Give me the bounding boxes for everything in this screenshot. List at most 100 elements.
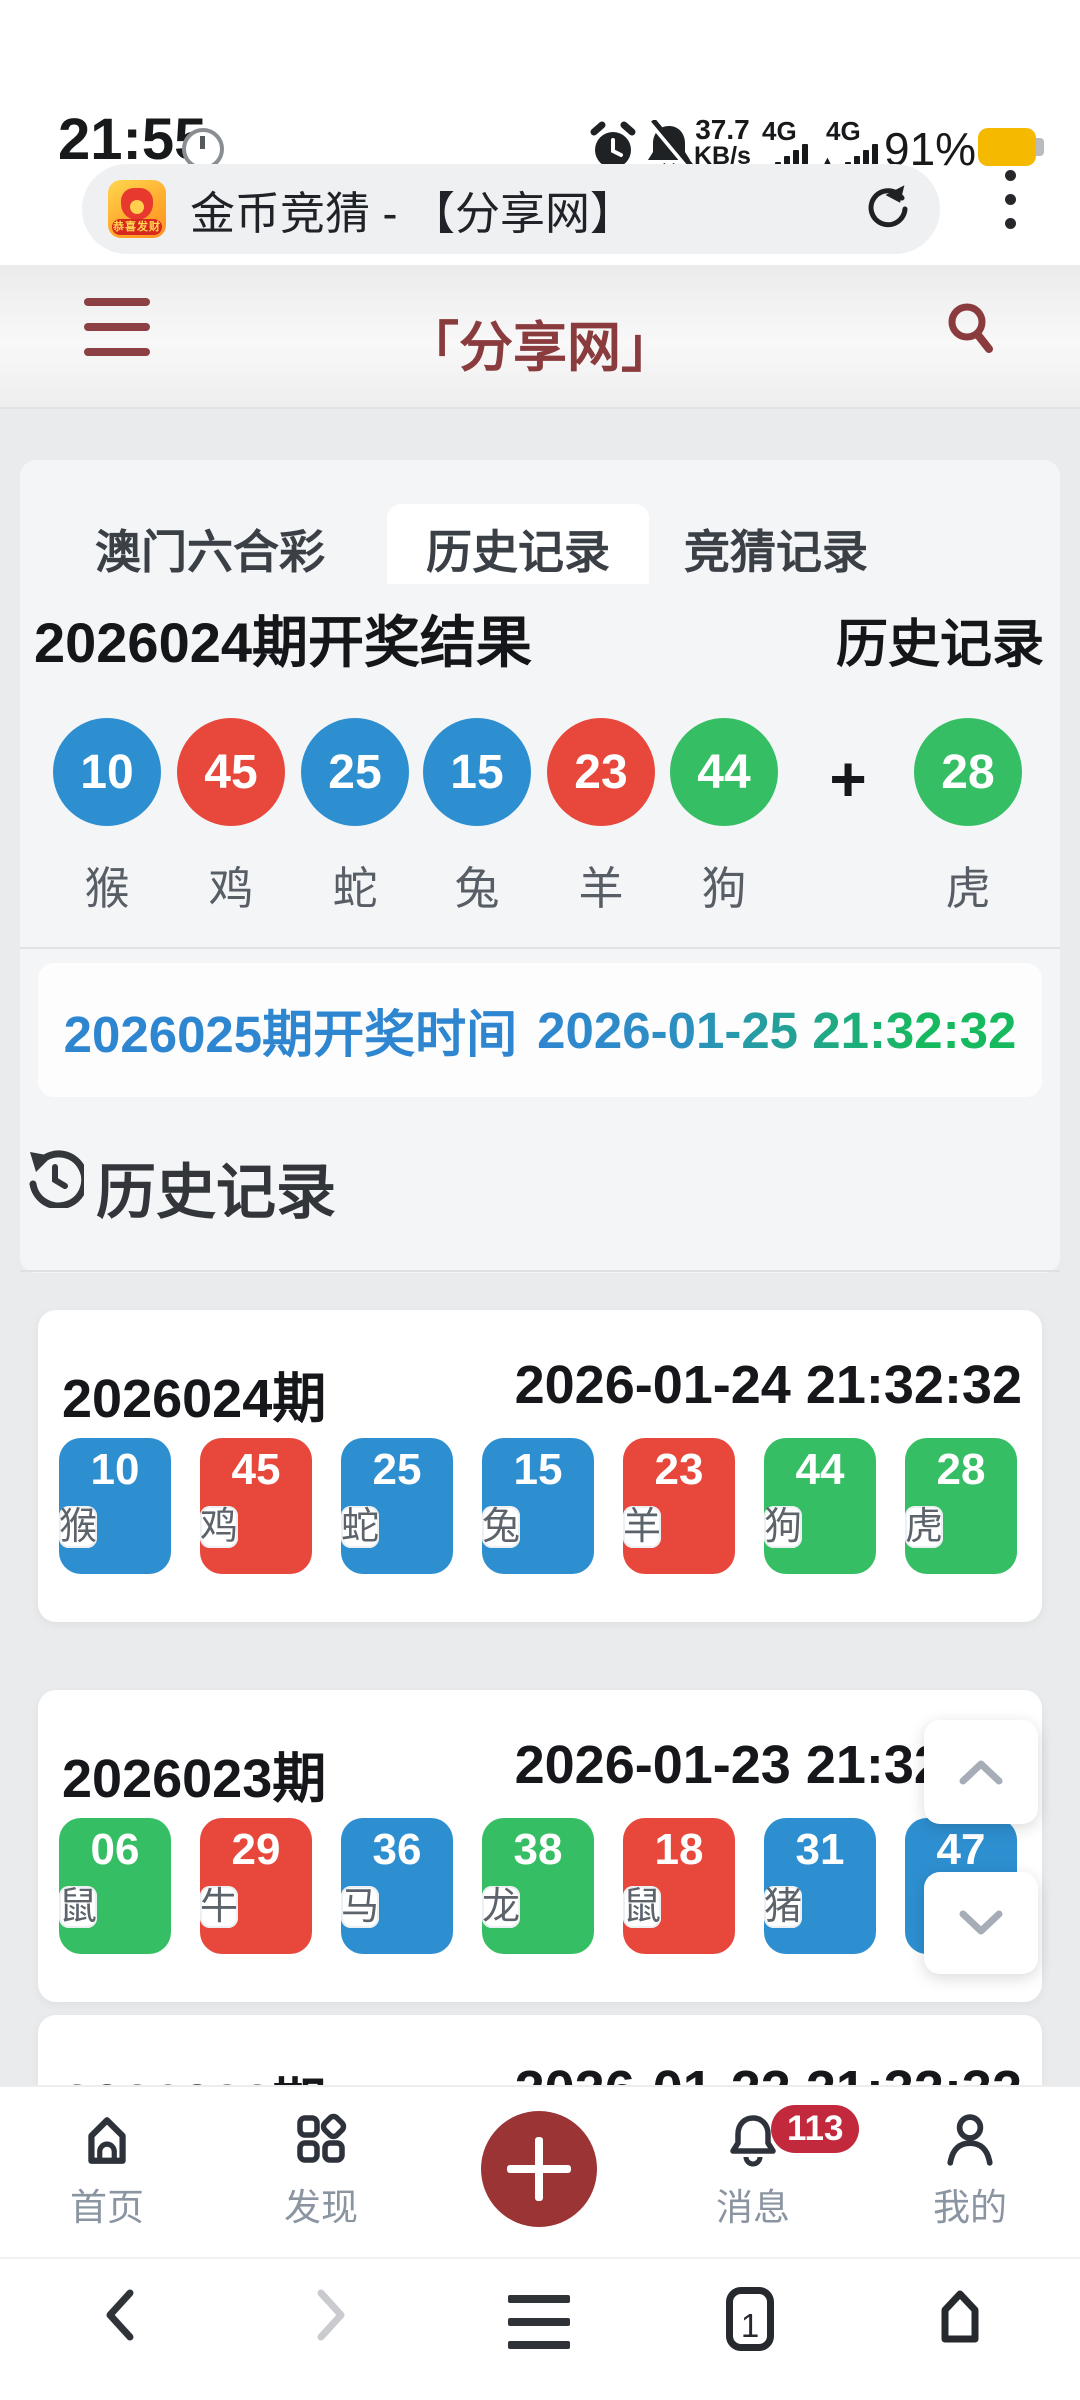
tile-zodiac: 兔 (482, 1506, 521, 1548)
tile-zodiac: 猪 (764, 1886, 803, 1928)
scroll-up-button[interactable] (924, 1720, 1038, 1824)
tab-switcher-button[interactable]: 1 (726, 2287, 774, 2351)
tile-zodiac: 猴 (59, 1506, 98, 1548)
site-header: 「分享网」 (0, 265, 1080, 409)
tile-zodiac: 狗 (764, 1506, 803, 1548)
browser-menu-icon[interactable] (1000, 170, 1020, 242)
number-tile: 44 狗 (764, 1438, 876, 1574)
tile-zodiac: 龙 (482, 1886, 521, 1928)
add-button[interactable] (481, 2111, 597, 2227)
discover-grid-icon (297, 2113, 347, 2163)
tile-zodiac: 鼠 (59, 1886, 98, 1928)
number-tile: 45 鸡 (200, 1438, 312, 1574)
nav-discover-label: 发现 (284, 2187, 358, 2228)
number-tile: 06 鼠 (59, 1818, 171, 1954)
nav-home[interactable]: 首页 (37, 2113, 177, 2231)
tile-zodiac: 马 (341, 1886, 380, 1928)
tile-zodiac: 羊 (623, 1506, 662, 1548)
number-tile: 28 虎 (905, 1438, 1017, 1574)
next-draw-label: 2026025期开奖时间 (63, 1006, 518, 1063)
lottery-ball: 10 (53, 718, 161, 826)
refresh-icon[interactable] (862, 183, 914, 235)
history-link[interactable]: 历史记录 (835, 616, 1044, 674)
nav-home-label: 首页 (70, 2187, 144, 2228)
history-section-title: 历史记录 (96, 1159, 336, 1226)
lottery-ball: 25 (301, 718, 409, 826)
zodiac-label: 猴 (84, 863, 130, 914)
tile-zodiac: 鼠 (623, 1886, 662, 1928)
android-home-icon[interactable] (932, 2287, 988, 2345)
next-draw-banner: 2026025期开奖时间 2026-01-25 21:32:32 (38, 963, 1042, 1097)
nav-messages-label: 消息 (716, 2187, 790, 2228)
tile-number: 47 (936, 1825, 986, 1874)
tile-zodiac: 蛇 (341, 1506, 380, 1548)
zodiac-label: 兔 (454, 863, 500, 914)
nav-mine[interactable]: 我的 (900, 2113, 1040, 2231)
sim2-label: 4G (826, 116, 861, 146)
tile-number: 25 (372, 1445, 422, 1494)
tile-number: 29 (231, 1825, 281, 1874)
divider (20, 947, 1060, 949)
zodiac-label: 虎 (945, 863, 991, 914)
tile-number: 23 (654, 1445, 704, 1494)
tab-macau-lottery[interactable]: 澳门六合彩 (95, 526, 325, 578)
bell-icon (730, 2115, 776, 2167)
number-tile: 18 鼠 (623, 1818, 735, 1954)
person-icon (947, 2114, 993, 2166)
lottery-panel: 澳门六合彩 历史记录 竞猜记录 2026024期开奖结果 历史记录 10 45 … (20, 460, 1060, 1273)
special-ball: 28 (914, 718, 1022, 826)
tile-zodiac: 鸡 (200, 1506, 239, 1548)
number-tile: 31 猪 (764, 1818, 876, 1954)
network-speed-value: 37.7 (695, 114, 750, 145)
alarm-icon (590, 121, 636, 168)
tile-number: 31 (795, 1825, 845, 1874)
recent-menu-icon[interactable] (508, 2295, 570, 2364)
lottery-ball: 45 (177, 718, 285, 826)
tile-zodiac: 虎 (905, 1506, 944, 1548)
next-draw-datetime: 2026-01-25 21:32:32 (537, 1001, 1017, 1059)
history-record: 2026023期 2026-01-23 21:32:32 06 鼠 29 牛 36 马… (38, 1690, 1042, 2002)
network-speed: 37.7 KB/s (694, 116, 751, 169)
favicon-banner-text: 恭喜发财 (112, 219, 162, 235)
tab-count: 1 (726, 2287, 774, 2351)
tab-guess-records[interactable]: 竞猜记录 (684, 526, 868, 578)
lottery-ball: 44 (670, 718, 778, 826)
home-icon (88, 2117, 126, 2164)
zodiac-label: 羊 (578, 863, 624, 914)
scroll-down-button[interactable] (924, 1872, 1038, 1974)
page-title: 金币竞猜 - 【分享网】 (190, 187, 635, 239)
search-icon[interactable] (942, 297, 1000, 359)
tile-number: 10 (90, 1445, 140, 1494)
nav-messages[interactable]: 消息 (683, 2113, 823, 2231)
forward-icon[interactable] (303, 2287, 355, 2343)
number-tile: 15 兔 (482, 1438, 594, 1574)
menu-icon[interactable] (84, 298, 150, 373)
tile-number: 38 (513, 1825, 563, 1874)
tile-number: 18 (654, 1825, 704, 1874)
tile-number: 28 (936, 1445, 986, 1494)
tile-number: 06 (90, 1825, 140, 1874)
zodiac-label: 蛇 (332, 863, 378, 914)
tile-number: 15 (513, 1445, 563, 1494)
site-favicon: 恭喜发财 (108, 180, 166, 238)
record-datetime: 2026-01-24 21:32:32 (514, 1355, 1022, 1415)
history-record: 2026024期 2026-01-24 21:32:32 10 猴 45 鸡 25 蛇… (38, 1310, 1042, 1622)
record-issue: 2026024期 (62, 1369, 327, 1429)
address-bar[interactable]: 恭喜发财 金币竞猜 - 【分享网】 (82, 164, 940, 254)
back-icon[interactable] (96, 2287, 148, 2343)
chevron-down-icon (959, 1910, 1003, 1935)
screen-time-icon (182, 128, 224, 170)
site-title: 「分享网」 (405, 318, 675, 378)
number-tile: 23 羊 (623, 1438, 735, 1574)
zodiac-label: 鸡 (208, 863, 254, 914)
status-time: 21:55 (58, 107, 207, 172)
tile-number: 36 (372, 1825, 422, 1874)
record-issue: 2026023期 (62, 1749, 327, 1809)
number-tile: 10 猴 (59, 1438, 171, 1574)
lottery-ball: 23 (547, 718, 655, 826)
messages-badge: 113 (771, 2105, 860, 2153)
nav-discover[interactable]: 发现 (251, 2113, 391, 2231)
tile-number: 44 (795, 1445, 845, 1494)
tab-history[interactable]: 历史记录 (426, 526, 610, 578)
